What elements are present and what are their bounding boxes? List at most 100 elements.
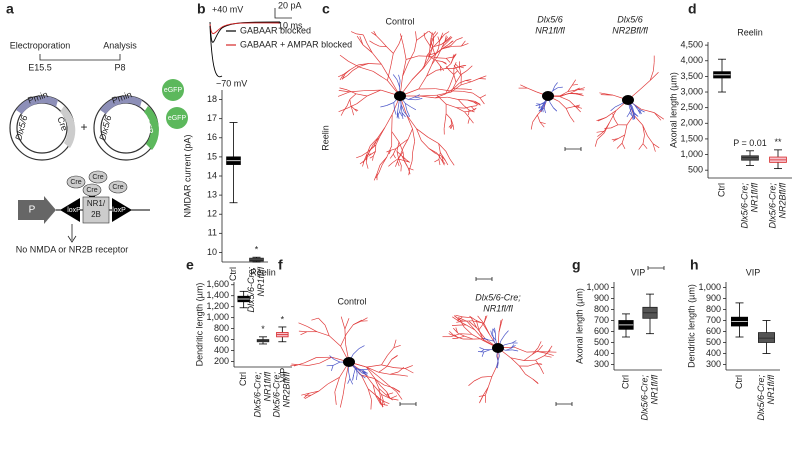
neurite [462, 90, 473, 94]
y-axis-label: NMDAR current (pA) [182, 134, 192, 217]
neurite [639, 80, 651, 90]
neurite [414, 94, 420, 98]
neurite [479, 97, 485, 105]
neurite [375, 172, 380, 179]
neurite [347, 89, 357, 95]
neurite [458, 317, 468, 322]
neurite [389, 153, 394, 159]
neurite [487, 376, 493, 388]
neurite [642, 143, 648, 149]
neurite [483, 337, 489, 341]
neurite [612, 113, 615, 120]
scale-bar [647, 266, 665, 270]
neurite [446, 36, 452, 41]
neurite [393, 387, 400, 392]
neurite [450, 124, 454, 129]
arrow [67, 224, 77, 243]
neurite [460, 81, 472, 86]
neurite [354, 108, 358, 112]
chart-title: Reelin [737, 27, 763, 37]
neurite [481, 351, 485, 357]
neurite [511, 344, 515, 349]
neurite [398, 158, 402, 166]
neurite [350, 105, 355, 110]
neurite [410, 106, 417, 111]
neurite [324, 324, 330, 336]
neurite [530, 122, 533, 130]
neurite [339, 394, 344, 408]
neurite [381, 394, 391, 399]
neurite [307, 326, 318, 333]
neurite [432, 32, 439, 39]
neurite [569, 115, 575, 123]
neurite [316, 331, 330, 337]
neurite [360, 374, 369, 389]
annotation: * [255, 245, 259, 255]
y-tick-label: 600 [594, 326, 609, 336]
neurite [434, 96, 448, 99]
neurite [348, 370, 351, 379]
neurite [600, 94, 613, 96]
x-tick-label: Dlx5/6-Cre; [246, 267, 256, 313]
neurite [394, 367, 406, 369]
neurite [414, 40, 417, 52]
neurite [453, 82, 460, 89]
neurite [475, 319, 480, 330]
neurite [460, 70, 468, 75]
neurite [544, 355, 552, 358]
neurite [478, 395, 486, 397]
neurite [612, 138, 619, 142]
neurite [399, 104, 402, 112]
neurite [415, 98, 423, 101]
promoter-arc [100, 95, 142, 114]
neurite [483, 315, 487, 323]
loxp-label: loxP [112, 207, 126, 214]
neurite [421, 140, 430, 149]
neurite [355, 368, 363, 372]
neurite [441, 159, 446, 165]
panel-label: g [572, 257, 581, 273]
neurite [435, 88, 451, 92]
neurite [567, 85, 573, 92]
neurite [362, 44, 373, 54]
neurite [479, 347, 485, 350]
neurite [356, 93, 368, 97]
panel-label: d [688, 1, 697, 17]
neurite [342, 379, 346, 395]
y-tick-label: 500 [688, 165, 703, 175]
panel-label: b [197, 1, 206, 17]
neurite [334, 391, 337, 405]
neurite [402, 62, 409, 77]
neurite [397, 154, 401, 162]
neurite [575, 106, 581, 113]
scale-bar [564, 147, 582, 151]
neurite [416, 128, 429, 138]
neurite [435, 60, 441, 67]
neurite [378, 376, 389, 386]
neurite [512, 349, 519, 352]
condition-label: Dlx5/6-Cre; [475, 292, 521, 302]
neurite [455, 74, 462, 83]
neurite [436, 91, 452, 96]
neurite [378, 371, 391, 375]
neurite [439, 65, 442, 72]
timeline-start: Electroporation [10, 40, 71, 50]
x-tick-label: Ctrl [716, 183, 726, 197]
neurite [546, 353, 554, 356]
neurite [366, 366, 375, 379]
neurite [399, 111, 403, 117]
timeline [39, 54, 121, 61]
neurite [649, 70, 654, 81]
neurite [565, 108, 571, 117]
promoter-region: Dlx5/6 [13, 114, 29, 141]
egfp-protein [162, 79, 184, 101]
neurite [452, 316, 459, 322]
neurite [372, 52, 382, 65]
neurite [445, 113, 452, 120]
x-tick-label: NR1fl/fl [262, 371, 272, 402]
neurite [450, 39, 457, 46]
trace [209, 22, 281, 35]
neurite [572, 83, 578, 86]
neurite [466, 88, 472, 91]
neurite [423, 56, 433, 68]
